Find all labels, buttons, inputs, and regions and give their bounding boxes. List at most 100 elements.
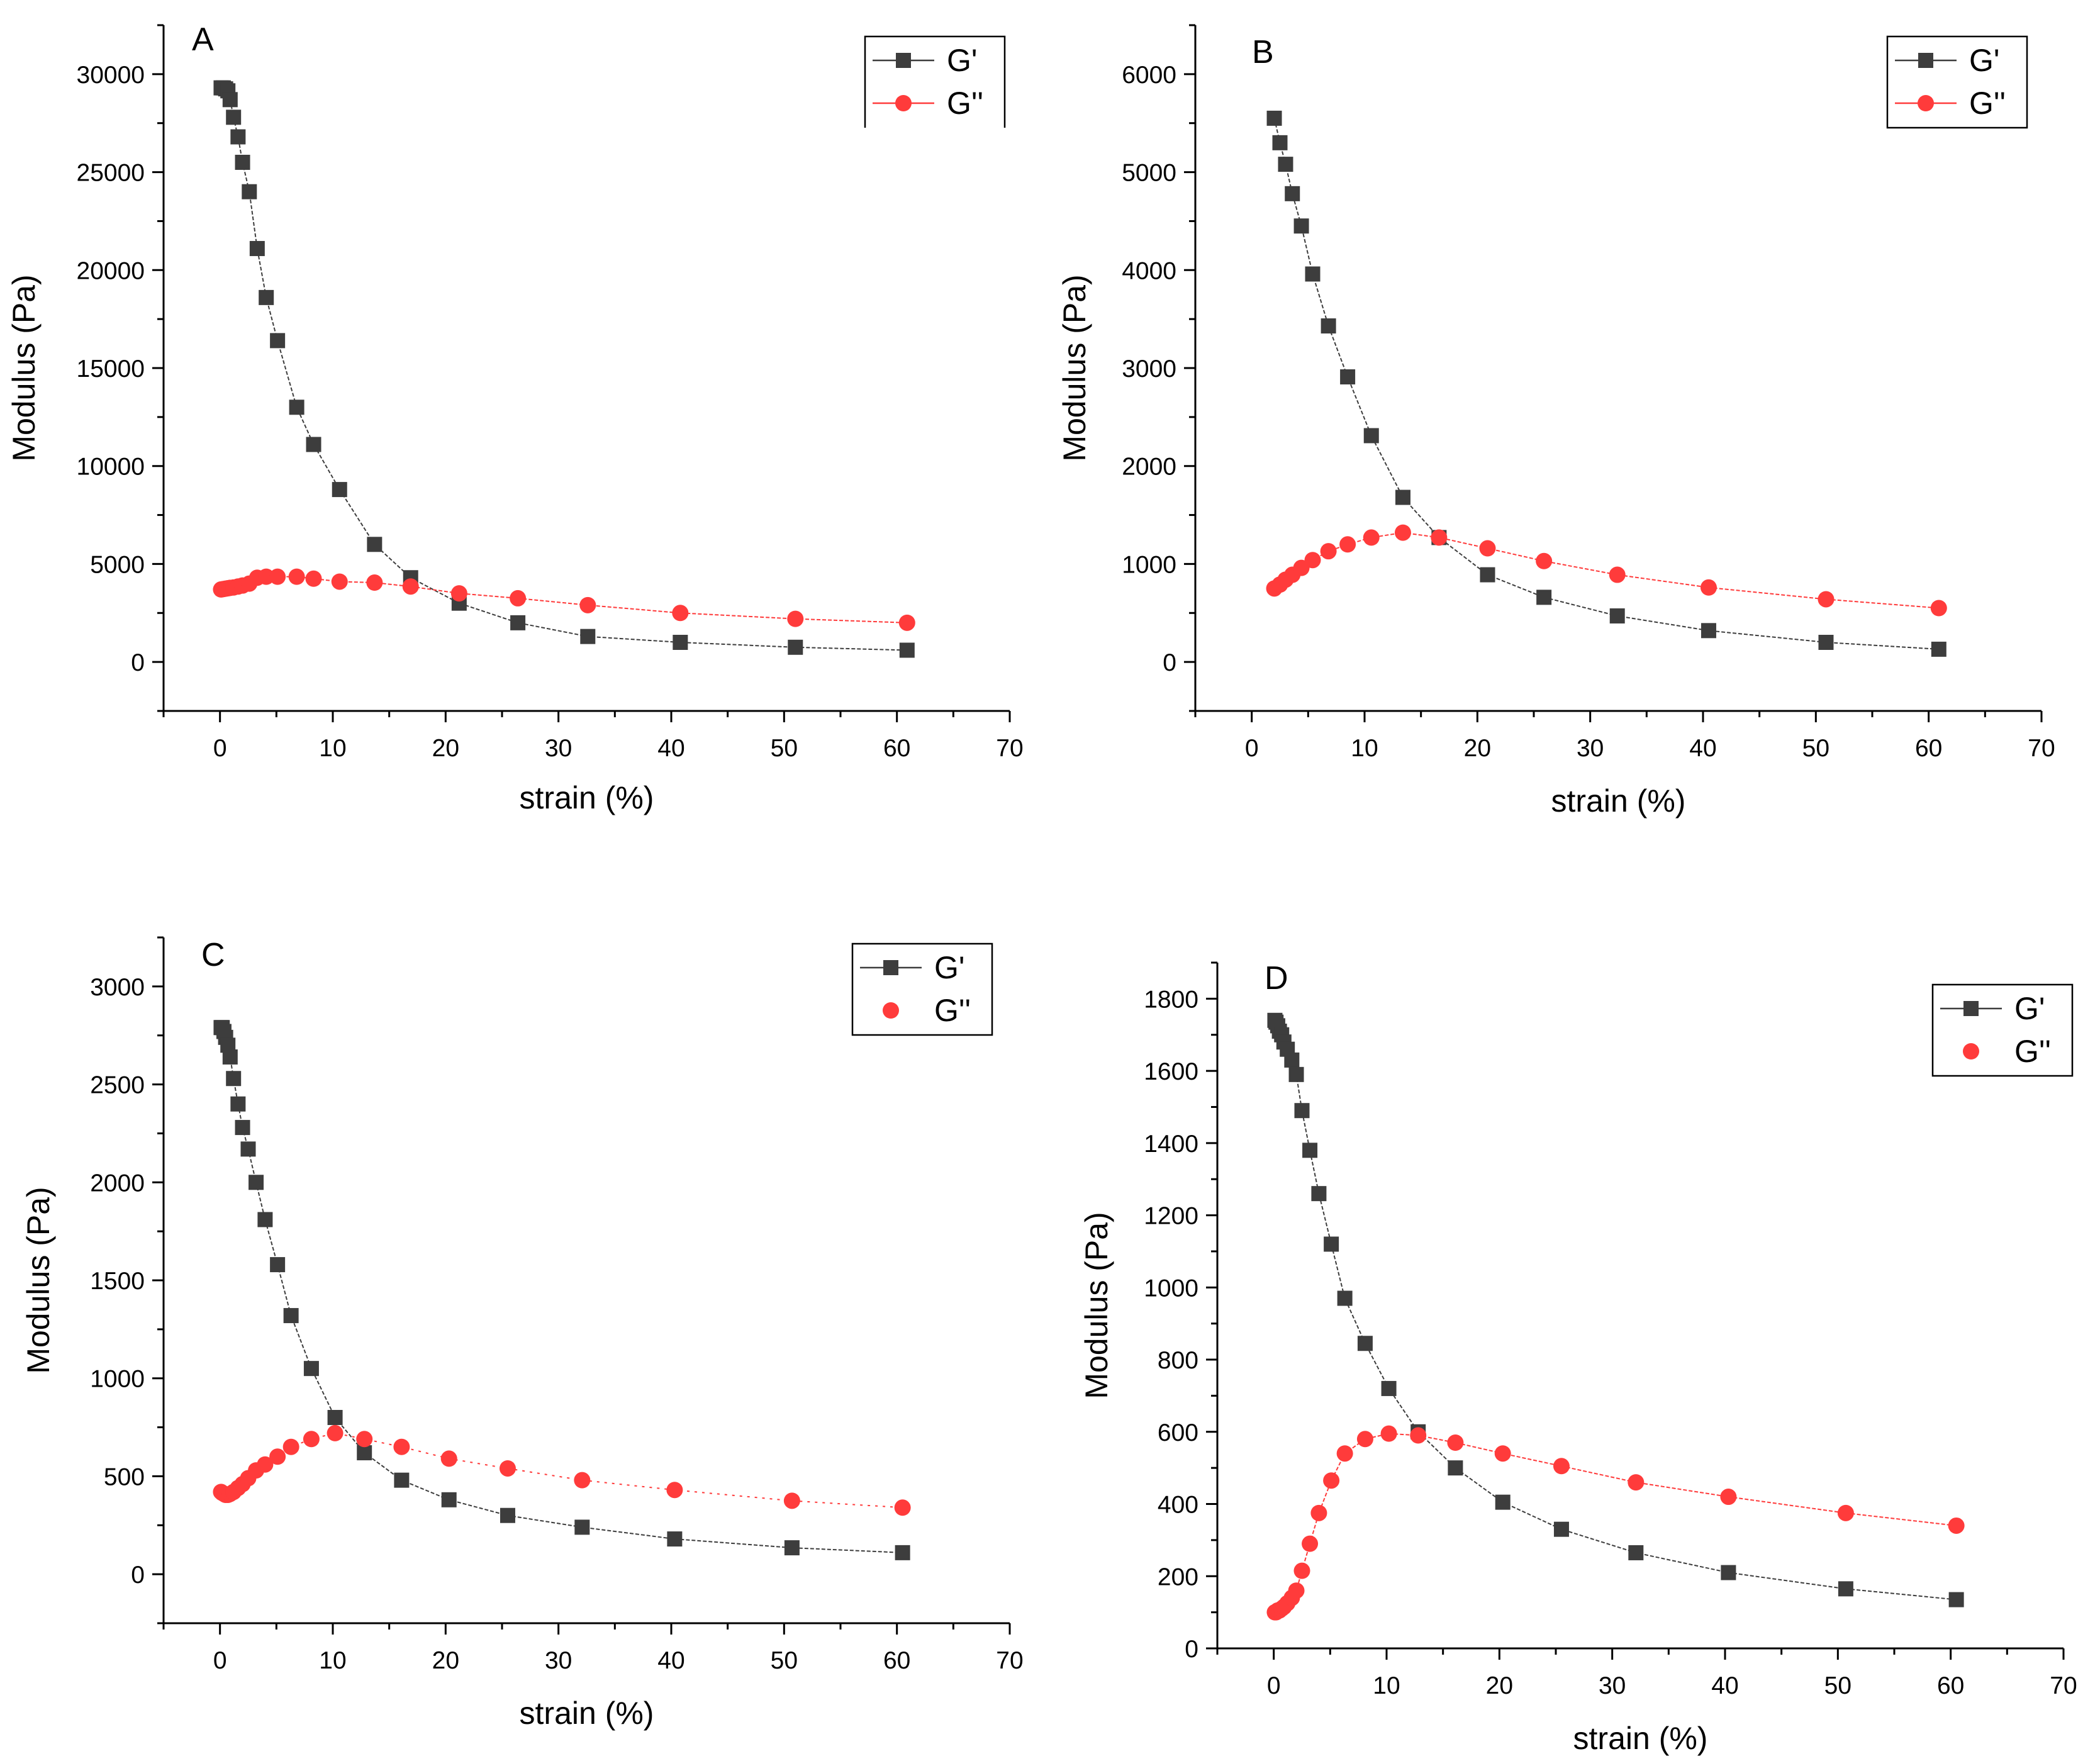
data-point-square [580, 629, 596, 644]
legend-marker-square [883, 960, 898, 975]
data-point-square [270, 333, 286, 349]
y-tick-label: 1800 [1144, 986, 1198, 1013]
x-tick-label: 30 [1599, 1672, 1626, 1699]
x-tick-label: 10 [1373, 1672, 1400, 1699]
series-g-prime [1266, 110, 1946, 657]
legend-marker-circle [1963, 1043, 1979, 1059]
x-tick-label: 50 [771, 735, 798, 762]
data-point-circle [1302, 1535, 1319, 1552]
data-point-circle [327, 1424, 343, 1441]
data-point-circle [1700, 579, 1717, 596]
x-tick-label: 60 [883, 735, 910, 762]
data-point-square [242, 184, 257, 199]
data-point-circle [288, 568, 305, 585]
data-point-circle [510, 590, 527, 607]
legend-marker-circle [1918, 95, 1934, 111]
y-tick-label: 4000 [1122, 257, 1176, 284]
data-point-circle [787, 610, 804, 627]
data-point-square [1302, 1143, 1318, 1158]
x-tick-label: 20 [1486, 1672, 1513, 1699]
data-point-square [574, 1519, 590, 1535]
x-tick-label: 40 [657, 735, 684, 762]
legend-marker-square [1963, 1001, 1979, 1016]
data-point-circle [1336, 1445, 1353, 1462]
legend-marker-circle [883, 1002, 899, 1019]
data-point-square [1311, 1186, 1327, 1202]
data-point-square [394, 1472, 410, 1488]
data-point-square [1628, 1545, 1644, 1560]
x-tick-label: 60 [1915, 735, 1942, 762]
series-g-double-prime [213, 568, 915, 631]
y-tick-label: 500 [104, 1463, 145, 1490]
data-point-square [500, 1507, 515, 1523]
x-tick-label: 0 [213, 1647, 227, 1674]
series-line [1273, 118, 1939, 650]
data-point-square [1448, 1460, 1463, 1476]
data-point-circle [303, 1431, 320, 1448]
series-line [221, 576, 907, 623]
data-point-square [1324, 1236, 1339, 1252]
data-point-square [1321, 318, 1336, 334]
data-point-square [895, 1545, 910, 1560]
x-tick-label: 50 [1802, 735, 1829, 762]
data-point-square [249, 1175, 264, 1190]
legend-label-g-prime: G' [2014, 991, 2045, 1026]
y-tick-label: 1500 [90, 1268, 145, 1295]
data-point-circle [574, 1472, 591, 1489]
data-point-circle [331, 573, 348, 590]
legend-label-g-double-prime: G'' [934, 993, 971, 1028]
data-point-circle [1948, 1517, 1965, 1534]
x-tick-label: 40 [1689, 735, 1716, 762]
legend: G' G'' [1931, 983, 2074, 1077]
data-point-circle [1288, 1582, 1305, 1599]
data-point-square [1357, 1336, 1373, 1351]
data-point-square [673, 635, 688, 650]
series-line [221, 1027, 903, 1553]
data-point-square [1553, 1521, 1569, 1537]
data-point-circle [282, 1438, 299, 1455]
data-point-circle [440, 1450, 457, 1467]
data-point-square [1278, 157, 1293, 172]
panel-letter: A [192, 21, 214, 58]
y-tick-label: 1000 [1144, 1275, 1198, 1302]
legend-label-g-double-prime: G'' [1969, 86, 2006, 121]
y-tick-label: 20000 [77, 257, 145, 284]
data-point-square [230, 129, 246, 145]
x-tick-label: 20 [1464, 735, 1491, 762]
data-point-circle [1553, 1458, 1570, 1475]
data-point-circle [1609, 566, 1626, 583]
data-point-square [283, 1308, 299, 1324]
panel-b: 0 10 20 30 40 50 60 70 0 1000 2000 3000 4000 5000 6000… [1057, 24, 2055, 819]
y-tick-label: 30000 [77, 62, 145, 89]
data-point-circle [393, 1438, 410, 1455]
data-point-square [1340, 369, 1356, 385]
data-point-square [667, 1531, 683, 1547]
data-point-square [357, 1445, 372, 1461]
data-point-circle [1304, 552, 1321, 569]
legend: G' G'' [851, 942, 993, 1036]
data-point-circle [1536, 552, 1553, 569]
data-point-square [270, 1257, 286, 1273]
x-axis-title: strain (%) [520, 780, 654, 815]
series-line [221, 87, 907, 651]
data-point-square [367, 537, 383, 552]
x-tick-label: 30 [545, 735, 572, 762]
y-tick-label: 800 [1158, 1347, 1198, 1374]
x-axis-title: strain (%) [1573, 1721, 1708, 1756]
y-tick-label: 2500 [90, 1072, 145, 1099]
series-g-prime [213, 80, 915, 658]
y-tick-label: 0 [1185, 1636, 1198, 1663]
data-point-circle [1628, 1474, 1645, 1491]
series-g-prime [1267, 1012, 1964, 1607]
data-point-circle [1410, 1427, 1427, 1444]
y-tick-label: 5000 [90, 551, 145, 578]
data-point-square [230, 1096, 246, 1112]
x-tick-label: 40 [657, 1647, 684, 1674]
data-point-circle [1323, 1472, 1340, 1489]
data-point-circle [1479, 540, 1496, 557]
data-point-circle [499, 1460, 516, 1477]
data-point-circle [1356, 1431, 1373, 1448]
data-point-circle [898, 614, 915, 631]
data-point-square [289, 400, 304, 415]
x-tick-label: 0 [1245, 735, 1259, 762]
